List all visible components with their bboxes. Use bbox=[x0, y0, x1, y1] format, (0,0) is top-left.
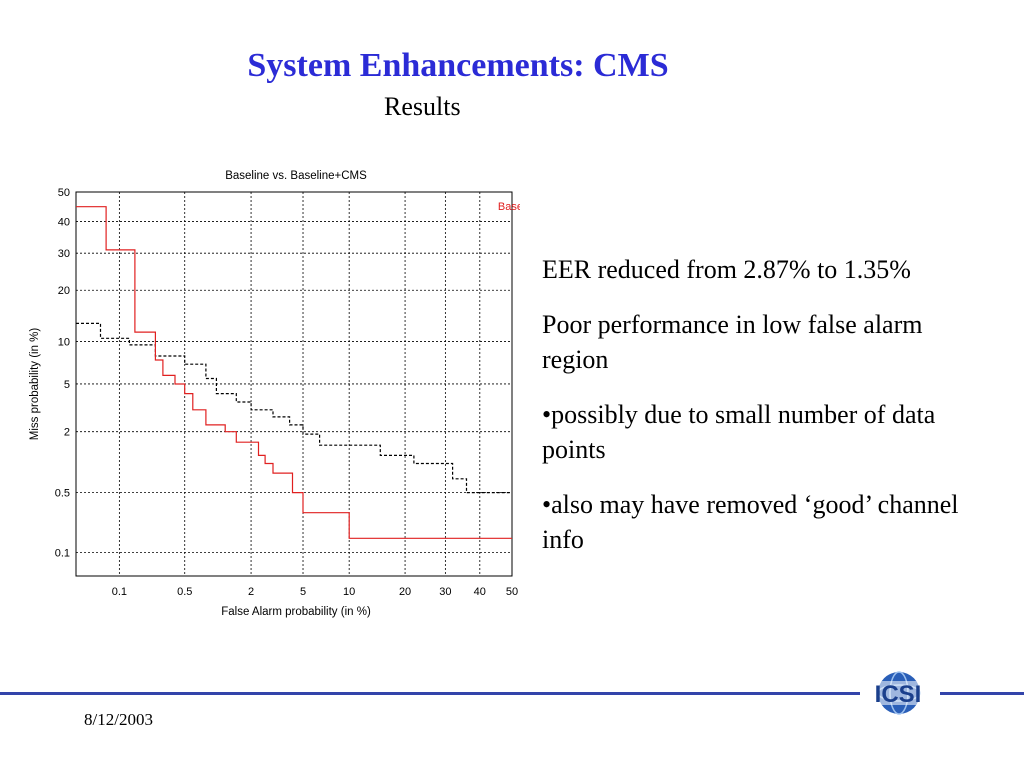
series-line-baseline-cms bbox=[76, 206, 512, 539]
x-tick-label: 0.5 bbox=[177, 586, 192, 598]
x-tick-label: 30 bbox=[439, 586, 451, 598]
bullet-item: •possibly due to small number of data po… bbox=[542, 400, 936, 464]
legend-label: Baseline+CMS bbox=[498, 201, 520, 213]
icsi-logo: ICSI bbox=[868, 671, 928, 715]
x-tick-label: 10 bbox=[343, 586, 355, 598]
y-axis-label: Miss probability (in %) bbox=[29, 328, 41, 441]
chart-legend: BaselineBaseline+CMS bbox=[498, 201, 520, 213]
y-tick-label: 50 bbox=[58, 187, 70, 199]
plot-frame bbox=[75, 191, 513, 577]
svg-text:ICSI: ICSI bbox=[875, 681, 922, 708]
y-tick-label: 20 bbox=[58, 285, 70, 297]
slide-date: 8/12/2003 bbox=[84, 710, 153, 729]
x-axis-label: False Alarm probability (in %) bbox=[221, 606, 371, 618]
x-tick-label: 20 bbox=[399, 586, 411, 598]
y-tick-label: 0.1 bbox=[55, 548, 70, 560]
x-tick-label: 5 bbox=[300, 586, 306, 598]
bullet-item: EER reduced from 2.87% to 1.35% bbox=[542, 255, 911, 284]
chart-ticks: 0.1 0.5 2 5 10 20 30 40 50 0.1 0.5 2 5 10 20 30 40 50 bbox=[55, 187, 518, 598]
series-line-baseline bbox=[76, 322, 512, 494]
x-tick-label: 2 bbox=[248, 586, 254, 598]
y-tick-label: 0.5 bbox=[55, 488, 70, 500]
x-tick-label: 0.1 bbox=[112, 586, 127, 598]
y-tick-label: 40 bbox=[58, 217, 70, 229]
footer-divider-left bbox=[0, 692, 860, 695]
x-tick-label: 50 bbox=[506, 586, 518, 598]
chart-series bbox=[76, 206, 512, 539]
bullet-item: Poor performance in low false alarm regi… bbox=[542, 310, 923, 374]
slide-title: System Enhancements: CMS bbox=[247, 47, 669, 84]
footer-divider-right bbox=[940, 692, 1024, 695]
x-tick-label: 40 bbox=[474, 586, 486, 598]
y-tick-label: 10 bbox=[58, 337, 70, 349]
chart-title: Baseline vs. Baseline+CMS bbox=[225, 170, 367, 182]
bullet-item: •also may have removed ‘good’ channel in… bbox=[542, 490, 959, 554]
chart-grid bbox=[76, 191, 513, 576]
y-tick-label: 30 bbox=[58, 248, 70, 260]
y-tick-label: 2 bbox=[64, 427, 70, 439]
det-chart: Baseline vs. Baseline+CMS 0.1 0.5 2 5 10 20 30… bbox=[29, 170, 520, 618]
y-tick-label: 5 bbox=[64, 379, 70, 391]
slide-subtitle: Results bbox=[384, 92, 461, 121]
bullet-list: EER reduced from 2.87% to 1.35% Poor per… bbox=[542, 252, 972, 577]
